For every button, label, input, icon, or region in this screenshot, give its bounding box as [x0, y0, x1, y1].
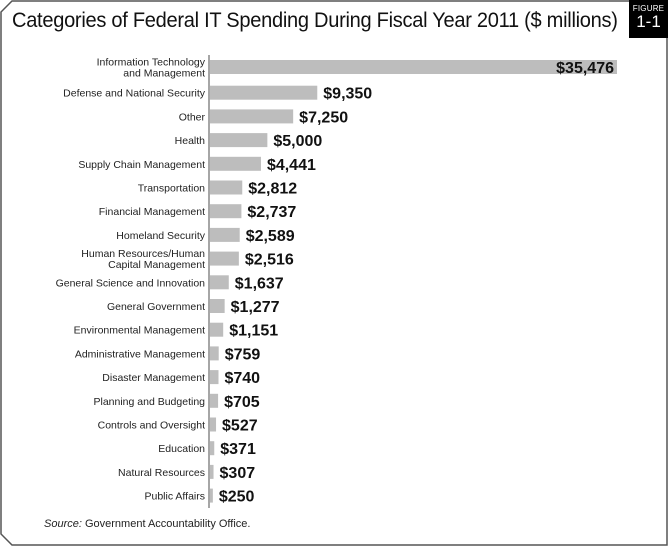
category-label: General Science and Innovation: [56, 277, 206, 289]
category-label: Natural Resources: [118, 467, 205, 479]
data-label: $4,441: [267, 157, 316, 174]
category-label: Administrative Management: [75, 348, 205, 360]
data-label: $527: [222, 418, 258, 435]
source-prefix: Source:: [44, 518, 82, 530]
bar: [210, 180, 243, 195]
data-label: $1,637: [235, 275, 284, 292]
data-label: $35,476: [556, 60, 614, 77]
bar: [210, 488, 213, 503]
bar: [210, 275, 229, 290]
data-label: $2,589: [246, 228, 295, 245]
bar: [210, 227, 240, 242]
bar: [210, 370, 219, 385]
bar: [210, 204, 242, 219]
bar: [210, 322, 224, 337]
figure-badge: FIGURE 1-1: [629, 0, 668, 38]
bar: [210, 85, 318, 100]
data-label: $307: [220, 465, 256, 482]
data-label: $1,277: [231, 299, 280, 316]
figure-label: FIGURE: [632, 4, 665, 13]
category-label: Human Resources/Human Capital Management: [81, 248, 205, 271]
category-label: Controls and Oversight: [98, 420, 205, 432]
data-label: $9,350: [323, 86, 372, 103]
category-label: Environmental Management: [74, 325, 205, 337]
category-label: Financial Management: [99, 206, 205, 218]
bar: [210, 299, 225, 313]
category-label: Disaster Management: [102, 372, 205, 384]
bar: [210, 109, 294, 124]
bar: [210, 417, 217, 432]
data-label: $2,516: [245, 252, 294, 269]
bar: [210, 251, 239, 266]
source-note: Source: Government Accountability Office…: [44, 518, 250, 530]
figure-number: 1-1: [636, 12, 661, 31]
data-label: $759: [225, 346, 261, 363]
category-label: Defense and National Security: [63, 88, 206, 100]
data-label: $705: [224, 394, 260, 411]
source-text: Government Accountability Office.: [81, 518, 251, 530]
bar: [210, 464, 214, 479]
bar: [210, 133, 268, 148]
chart-title: Categories of Federal IT Spending During…: [12, 8, 618, 32]
bar: [210, 156, 261, 171]
bar: [210, 60, 617, 74]
bar: [210, 441, 215, 456]
data-label: $371: [220, 441, 256, 458]
category-label: Homeland Security: [116, 230, 205, 242]
data-label: $740: [224, 370, 260, 387]
category-label: Transportation: [138, 183, 205, 195]
category-label: Health: [175, 135, 206, 147]
category-label: General Government: [107, 301, 205, 313]
data-label: $5,000: [273, 133, 322, 150]
data-label: $7,250: [299, 109, 348, 126]
bar: [210, 346, 219, 361]
category-label: Education: [158, 443, 205, 455]
data-label: $2,812: [248, 181, 297, 198]
bar: [210, 393, 219, 408]
data-label: $1,151: [229, 323, 278, 340]
category-label: Information Technology and Management: [97, 57, 206, 80]
category-label: Other: [179, 111, 206, 123]
data-label: $2,737: [247, 204, 296, 221]
category-label: Supply Chain Management: [78, 159, 205, 171]
category-label: Public Affairs: [144, 491, 205, 503]
data-label: $250: [219, 489, 255, 506]
category-label: Planning and Budgeting: [93, 396, 205, 408]
